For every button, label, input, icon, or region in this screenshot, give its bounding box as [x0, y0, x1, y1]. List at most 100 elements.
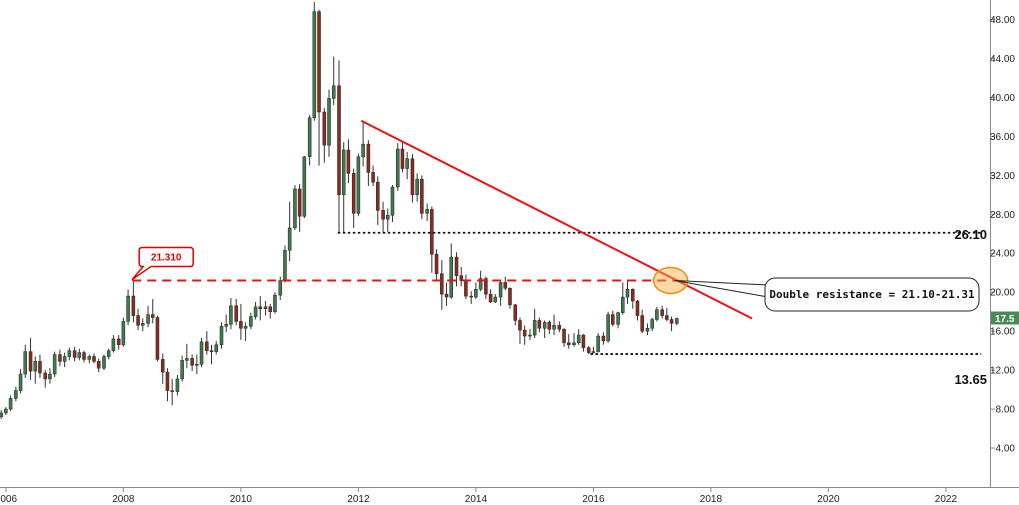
candle-body — [474, 289, 478, 298]
annotations — [132, 119, 982, 355]
candle — [557, 321, 562, 333]
x-tick-label-3: 2012 — [347, 494, 370, 505]
candle-body — [366, 143, 371, 173]
candle — [449, 243, 453, 300]
candle-body — [459, 275, 463, 281]
candle — [141, 318, 145, 332]
candle — [606, 311, 610, 343]
candle-body — [263, 306, 268, 310]
candle — [0, 410, 3, 419]
candle — [33, 356, 38, 384]
candle — [601, 332, 606, 345]
level-label-lower: 13.65 — [954, 372, 987, 387]
candle — [219, 322, 224, 349]
candle-body — [219, 326, 224, 346]
candle-body — [331, 85, 336, 99]
candle-body — [361, 143, 365, 158]
y-tick-label-1: 8.00 — [996, 405, 1016, 416]
candle — [547, 320, 552, 335]
candle-body — [126, 295, 130, 322]
candle-body — [616, 312, 620, 325]
candle-body — [596, 335, 600, 352]
candle-body — [229, 305, 233, 325]
x-axis[interactable]: 2006 2008 2010 2012 2014 2016 2018 2020 2022 — [0, 487, 957, 505]
candle — [581, 334, 586, 352]
candle — [616, 311, 620, 329]
candle-body — [8, 398, 13, 410]
candle-body — [141, 323, 145, 326]
x-tick-label-7: 2020 — [817, 494, 840, 505]
candle-body — [258, 306, 263, 310]
candle — [170, 378, 174, 406]
high-marker: 21.310 — [131, 246, 194, 281]
candle — [346, 139, 351, 184]
candle-body — [640, 315, 644, 332]
candle — [631, 288, 635, 309]
candle — [106, 348, 111, 360]
candle — [175, 374, 180, 396]
candle-body — [675, 318, 679, 324]
candle — [586, 345, 591, 355]
y-tick-label-6: 28.00 — [990, 210, 1015, 221]
double-resistance-callout: Double resistance = 21.10-21.31 — [674, 277, 980, 312]
candle-body — [449, 256, 453, 298]
candle — [621, 282, 625, 315]
candle — [376, 176, 380, 225]
candle-body — [287, 227, 292, 251]
candle — [87, 354, 92, 364]
candle — [136, 308, 140, 331]
candle-body — [552, 325, 556, 330]
candle — [596, 333, 600, 353]
candle-body — [273, 294, 277, 312]
candle — [195, 354, 199, 375]
candle-body — [116, 338, 121, 346]
candle-body — [464, 280, 468, 297]
candle-body — [606, 314, 610, 342]
candle-body — [611, 314, 615, 325]
candle-body — [278, 280, 283, 296]
candle-body — [660, 309, 664, 316]
candle — [566, 334, 571, 349]
candle — [469, 291, 473, 304]
candle — [415, 173, 419, 202]
candle-body — [58, 354, 62, 362]
candle-body — [307, 117, 312, 158]
candle — [126, 289, 130, 326]
candle-body — [38, 361, 42, 374]
candle — [405, 151, 409, 180]
candle — [283, 245, 287, 283]
candle-body — [645, 327, 650, 332]
candle-body — [121, 321, 126, 346]
y-axis[interactable]: 4.00 8.00 12.00 16.00 20.00 24.00 28.00 32.00 36… — [990, 15, 1015, 455]
candle-body — [199, 341, 204, 365]
candle-body — [293, 188, 297, 229]
candle — [205, 331, 209, 355]
candle-body — [655, 309, 659, 320]
candle — [28, 337, 33, 380]
x-tick-label-0: 2006 — [0, 494, 17, 505]
candle-body — [405, 158, 409, 169]
x-tick-label-6: 2018 — [700, 494, 723, 505]
candle — [322, 108, 327, 163]
candle-body — [396, 148, 400, 188]
candle — [498, 279, 503, 306]
candle-body — [557, 325, 562, 330]
candle — [243, 322, 248, 341]
candle — [513, 303, 518, 326]
candle — [425, 203, 429, 222]
candle — [199, 337, 204, 368]
candle-body — [0, 412, 3, 418]
y-tick-label-3: 16.00 — [990, 327, 1015, 338]
candle — [307, 114, 312, 166]
candle-body — [48, 373, 52, 380]
candle-body — [106, 350, 111, 357]
candle-body — [562, 328, 566, 344]
candle — [341, 142, 346, 233]
candle — [337, 60, 341, 233]
candle-body — [522, 329, 527, 337]
candle-body — [283, 250, 287, 281]
candle-body — [253, 306, 258, 317]
candle — [214, 340, 218, 355]
candle — [102, 354, 106, 371]
candle-body — [322, 111, 327, 146]
